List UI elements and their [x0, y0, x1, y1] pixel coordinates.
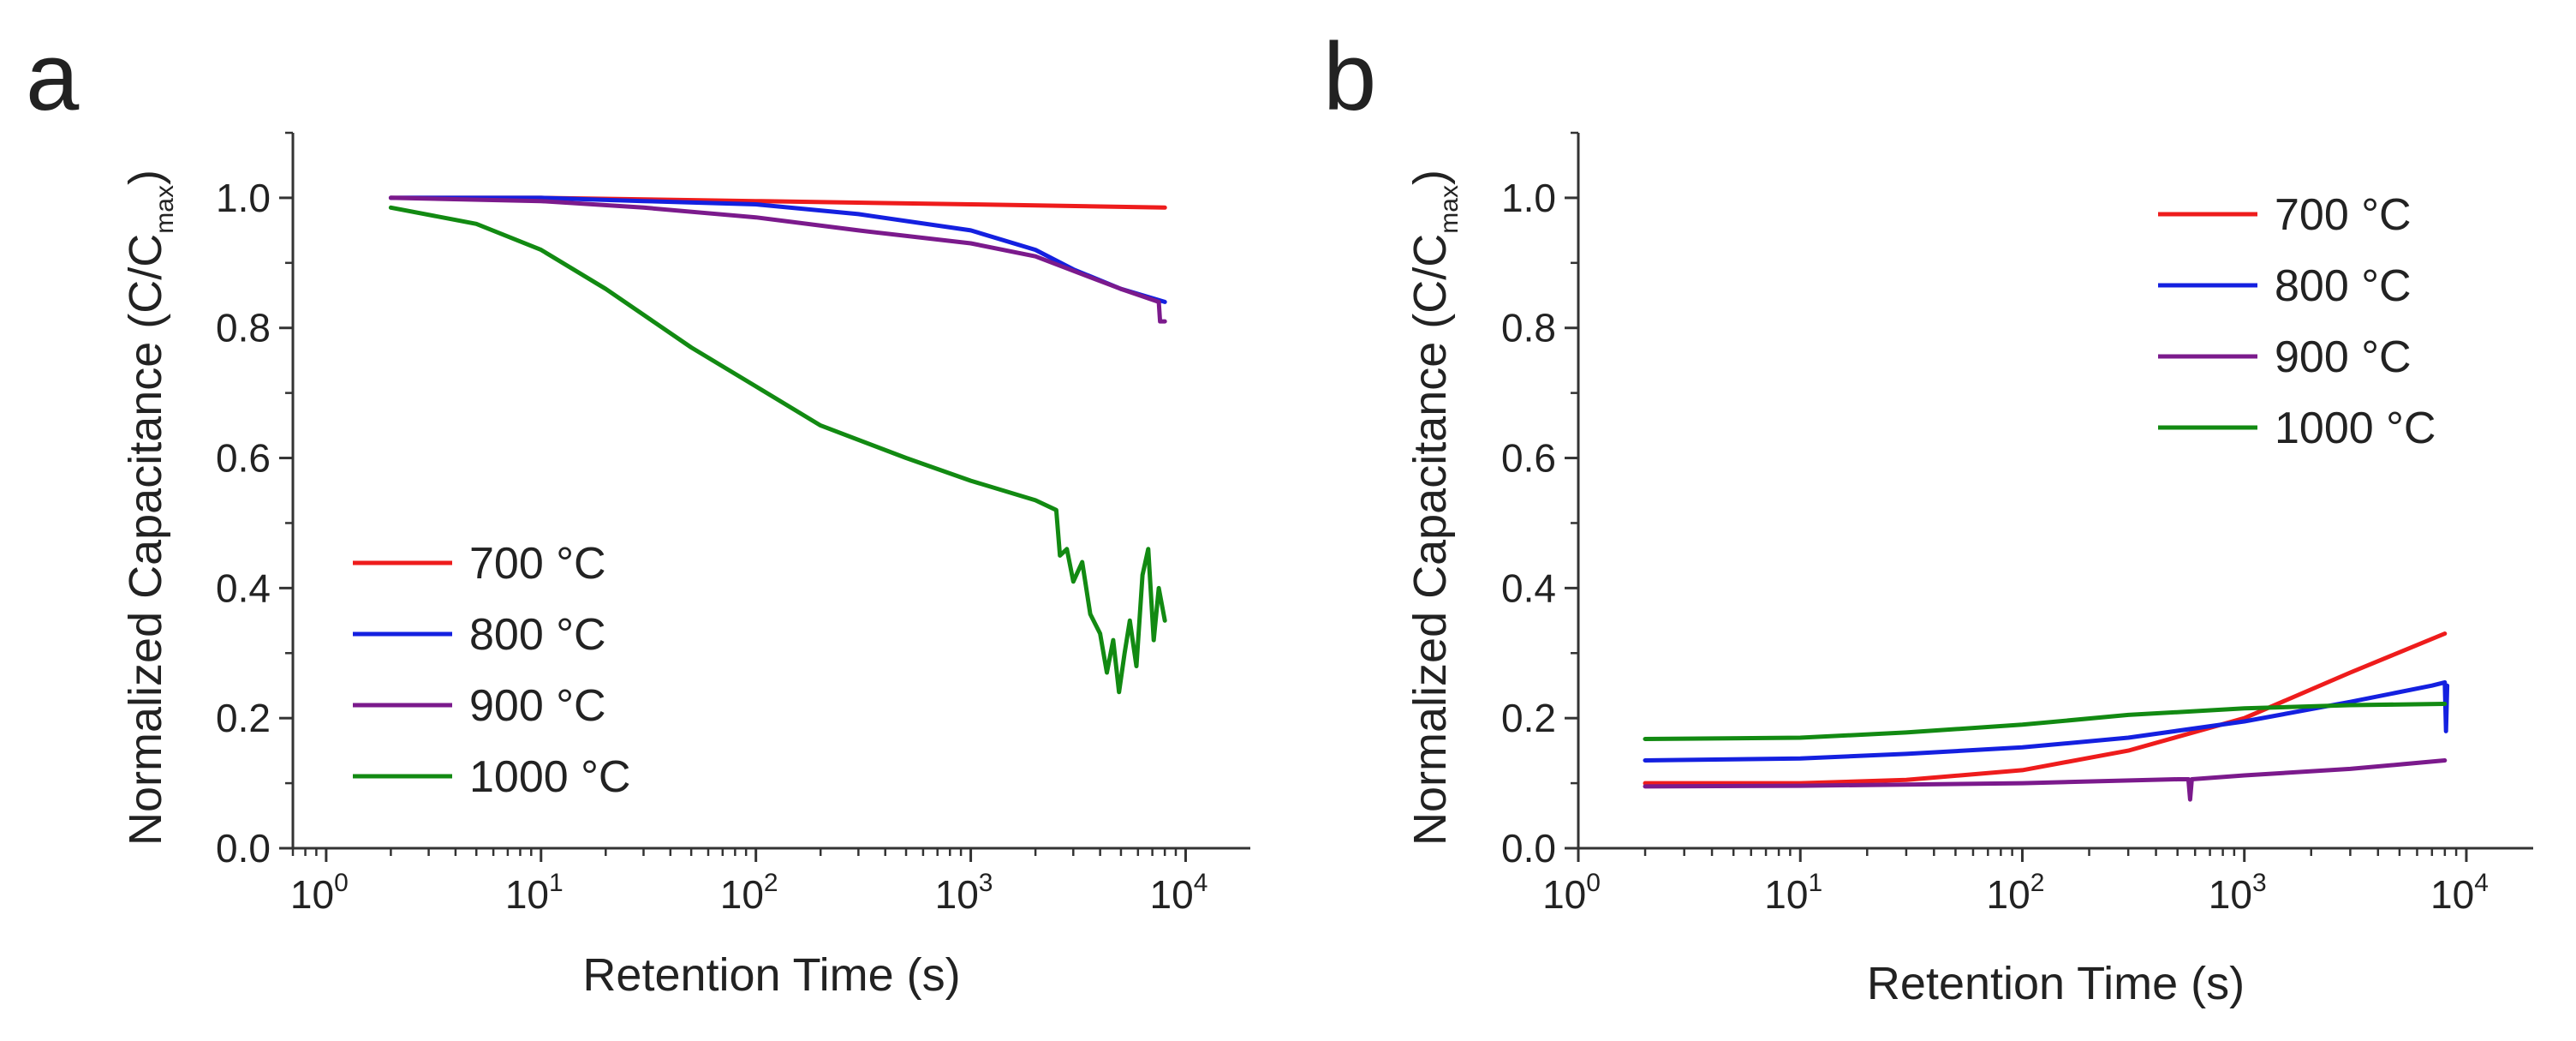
- panel-label: b: [1323, 23, 1376, 130]
- y-tick-label: 0.2: [216, 696, 271, 740]
- x-tick-label: 104: [2430, 869, 2489, 917]
- x-tick-label: 100: [290, 869, 349, 917]
- x-axis-title: Retention Time (s): [1867, 958, 2245, 1009]
- x-tick-label: 100: [1542, 869, 1601, 917]
- legend-label-800-c: 800 °C: [469, 610, 606, 660]
- series-line-800-c: [1643, 679, 2450, 763]
- y-tick-label: 0.6: [1501, 436, 1556, 481]
- y-tick-label: 1.0: [1501, 176, 1556, 220]
- x-tick-label: 101: [1764, 869, 1822, 917]
- series-line-700-c: [1643, 631, 2448, 786]
- x-tick-label: 104: [1150, 869, 1208, 917]
- x-axis-title: Retention Time (s): [582, 949, 960, 1001]
- x-tick-label: 102: [1987, 869, 2045, 917]
- legend-label-1000-c: 1000 °C: [2275, 404, 2436, 453]
- legend-label-900-c: 900 °C: [2275, 332, 2412, 382]
- y-tick-label: 0.8: [1501, 306, 1556, 350]
- y-tick-label: 0.8: [216, 306, 271, 350]
- series-line-1000-c: [1643, 702, 2448, 741]
- y-tick-label: 0.4: [1501, 565, 1556, 610]
- y-tick-label: 0.0: [1501, 826, 1556, 870]
- x-tick-label: 101: [505, 869, 564, 917]
- legend-label-700-c: 700 °C: [469, 539, 606, 589]
- legend-label-800-c: 800 °C: [2275, 261, 2412, 311]
- y-tick-label: 1.0: [216, 176, 271, 220]
- y-tick-label: 0.2: [1501, 696, 1556, 740]
- series-line-900-c: [1643, 758, 2448, 802]
- y-tick-label: 0.0: [216, 826, 271, 870]
- y-tick-label: 0.4: [216, 565, 271, 610]
- y-axis-title: Normalized Capacitance (C/Cmax): [1404, 170, 1464, 846]
- legend-label-700-c: 700 °C: [2275, 190, 2412, 240]
- x-tick-label: 103: [935, 869, 993, 917]
- panel-b: b 0.0 0.2 0.4 0.6 0.8 1.0 100 101 102 103 104 Retent…: [1323, 23, 2533, 1009]
- legend-label-1000-c: 1000 °C: [469, 752, 630, 802]
- x-tick-label: 102: [720, 869, 778, 917]
- y-tick-label: 0.6: [216, 436, 271, 481]
- y-axis-title: Normalized Capacitance (C/Cmax): [120, 170, 179, 846]
- panel-label: a: [26, 23, 80, 130]
- legend-label-900-c: 900 °C: [469, 681, 606, 731]
- x-tick-label: 103: [2209, 869, 2267, 917]
- series-line-900-c: [388, 195, 1167, 324]
- series-line-1000-c: [388, 205, 1167, 695]
- panel-a: a 0.0 0.2 0.4 0.6 0.8 1.0 100 101 102 103 104 Retent…: [26, 23, 1250, 1001]
